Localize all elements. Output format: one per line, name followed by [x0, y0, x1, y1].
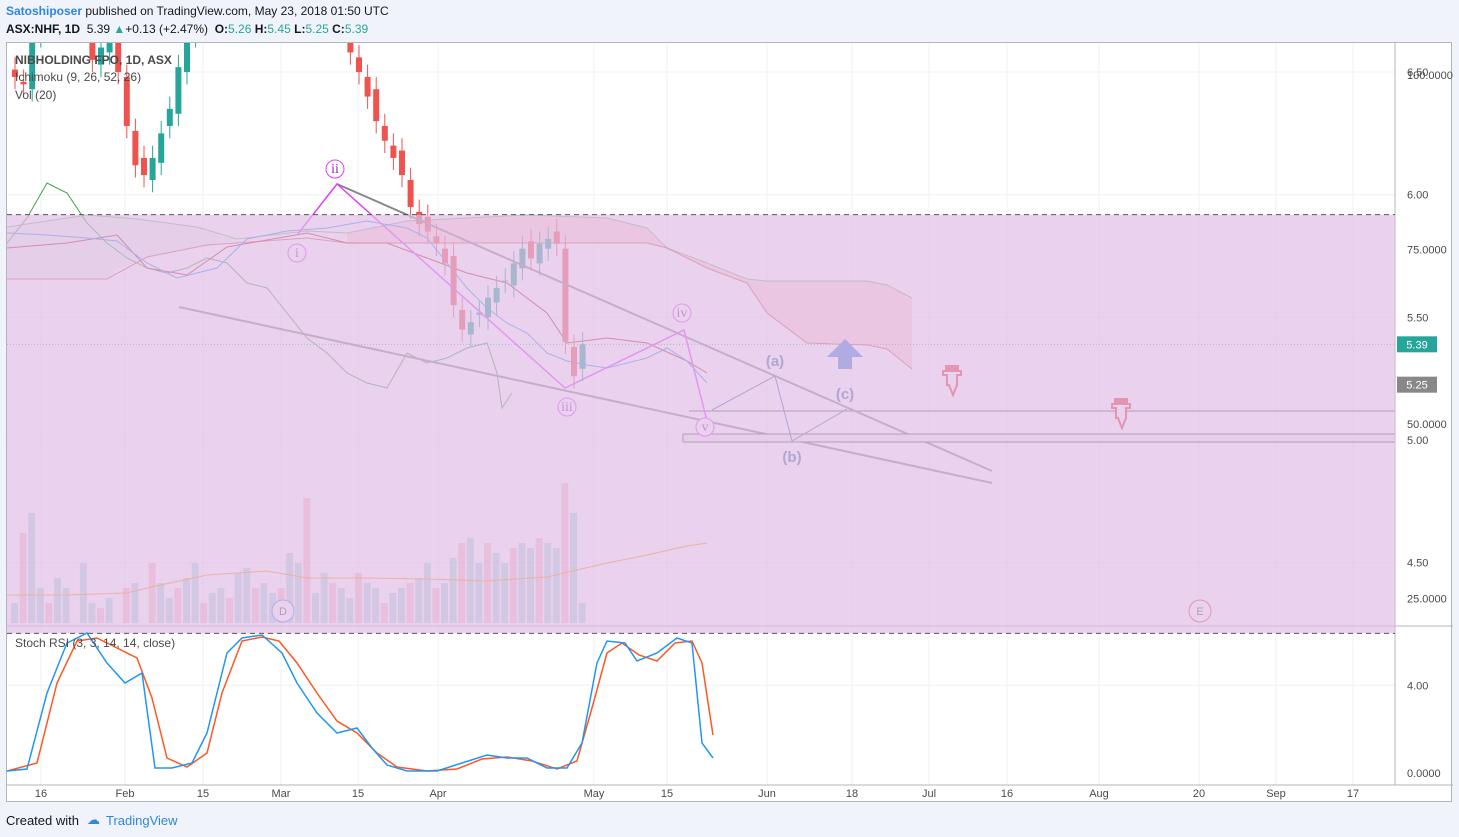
candle [149, 157, 156, 180]
created-with-text: Created with [6, 812, 79, 828]
legend-title: NIBHOLDING FPO, 1D, ASX [15, 53, 172, 67]
candle [381, 126, 388, 141]
time-tick: Apr [429, 788, 446, 800]
time-tick: 18 [846, 788, 858, 800]
price-tick: 6.50 [1407, 67, 1428, 79]
chart-canvas[interactable]: iiiiiiivv(a)(b)(c)DE8.007.507.006.506.00… [7, 43, 1453, 803]
published-text: published on TradingView.com, May 23, 20… [85, 4, 389, 18]
candle [364, 76, 371, 97]
low-price-badge-label: 5.25 [1406, 380, 1427, 392]
candle [141, 157, 147, 176]
candle [166, 108, 173, 127]
time-tick: 15 [352, 788, 364, 800]
symbol: ASX:NHF, 1D [6, 22, 81, 36]
stoch-tick: 25.0000 [1407, 594, 1447, 606]
candle [115, 43, 122, 73]
candle [373, 89, 380, 122]
time-tick: Feb [116, 788, 135, 800]
time-tick: Sep [1266, 788, 1286, 800]
stoch-band [7, 214, 1395, 634]
stoch-tick: 50.0000 [1407, 419, 1447, 431]
chart-panel[interactable]: iiiiiiivv(a)(b)(c)DE8.007.507.006.506.00… [6, 42, 1453, 803]
candle [356, 57, 362, 73]
price-tick: 5.00 [1407, 435, 1428, 447]
legend-vol: Vol (20) [15, 88, 56, 102]
stoch-tick: 75.0000 [1407, 245, 1447, 257]
time-tick: Jul [922, 788, 936, 800]
candle [390, 145, 397, 158]
tradingview-link[interactable]: TradingView [105, 812, 178, 828]
change-arrow-icon: ▲ [113, 22, 126, 36]
last-price-badge [1397, 336, 1437, 353]
candle [89, 43, 96, 60]
time-tick: Aug [1089, 788, 1109, 800]
price-tick: 4.50 [1407, 558, 1428, 570]
footer: Created with ☁ TradingView [6, 812, 178, 828]
wave-label-circle [325, 159, 345, 179]
low-value: 5.25 [305, 22, 329, 36]
time-tick: Jun [758, 788, 776, 800]
candle [407, 179, 414, 207]
candle [184, 43, 190, 73]
time-tick: 20 [1193, 788, 1205, 800]
time-tick: May [584, 788, 605, 800]
stoch-d-line [7, 636, 714, 772]
low-price-badge [1397, 376, 1437, 393]
last-price-badge-label: 5.39 [1406, 339, 1427, 351]
price-tick: 6.00 [1407, 190, 1428, 202]
symbol-line: ASX:NHF, 1D 5.39 ▲+0.13 (+2.47%) O:5.26 … [6, 22, 369, 36]
close-value: 5.39 [344, 22, 369, 36]
open-value: 5.26 [228, 22, 252, 36]
time-tick: 15 [661, 788, 673, 800]
time-tick: 16 [35, 788, 47, 800]
author-link[interactable]: Satoshiposer [6, 4, 83, 18]
publish-line: Satoshiposer published on TradingView.co… [6, 4, 389, 18]
cloud-logo-icon: ☁ [86, 812, 100, 827]
candle [20, 81, 27, 85]
time-tick: 15 [197, 788, 209, 800]
candle [12, 69, 18, 77]
time-tick: 17 [1347, 788, 1359, 800]
price-tick: 5.50 [1407, 312, 1428, 324]
change-value: +0.13 (+2.47%) [125, 22, 209, 36]
candle [123, 76, 130, 127]
high-value: 5.45 [267, 22, 291, 36]
last-price: 5.39 [86, 22, 111, 36]
time-tick: Mar [272, 788, 291, 800]
candle [106, 43, 113, 53]
time-tick: 16 [1001, 788, 1013, 800]
candle [158, 133, 165, 163]
stoch-tick: 100.0000 [1407, 70, 1453, 82]
legend-ichimoku: Ichimoku (9, 26, 52, 26) [15, 70, 141, 84]
candle [132, 130, 139, 166]
candle [347, 43, 354, 53]
legend-stoch: Stoch RSI (3, 3, 14, 14, close) [15, 636, 175, 650]
candle [175, 67, 182, 114]
candle [98, 47, 104, 65]
price-tick: 4.00 [1407, 680, 1428, 692]
stoch-k-line [7, 632, 714, 772]
candle [29, 43, 36, 90]
stoch-tick: 0.0000 [1407, 768, 1441, 780]
wave-label-ii: ii [331, 162, 339, 177]
candle [399, 150, 405, 176]
